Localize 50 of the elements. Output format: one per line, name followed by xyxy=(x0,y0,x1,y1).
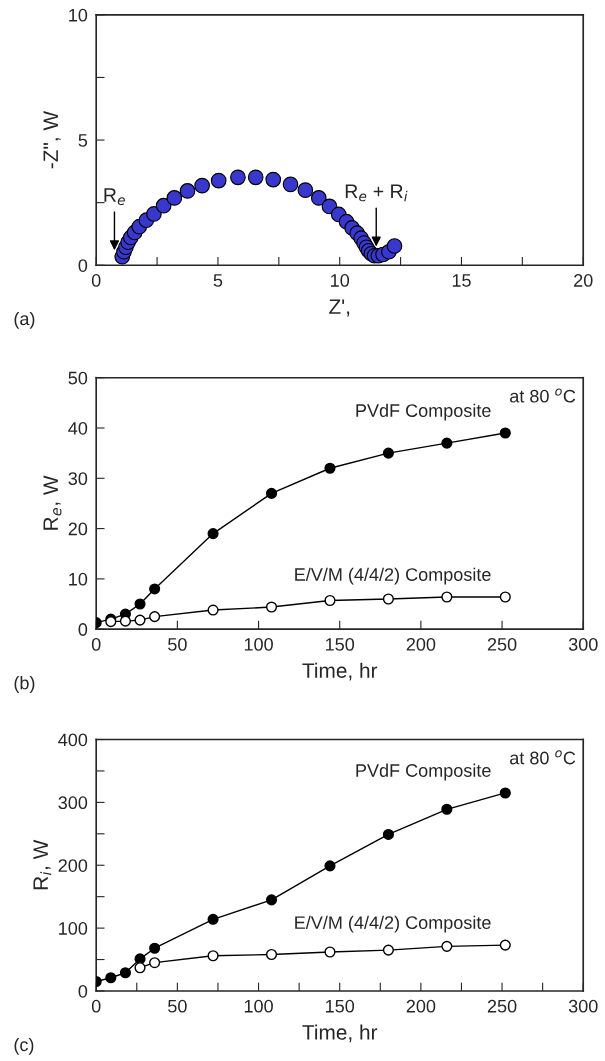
x-tick-label: 300 xyxy=(568,637,598,651)
x-tick-label: 5 xyxy=(213,274,223,287)
y-tick-label: 10 xyxy=(69,8,88,22)
y-tick-label: 400 xyxy=(58,733,88,747)
series-label: PVdF Composite xyxy=(356,763,491,781)
x-tick-label: 50 xyxy=(168,999,187,1013)
text: (b) xyxy=(14,676,35,693)
y-tick-label: 0 xyxy=(78,259,88,272)
y-tick-label: 100 xyxy=(59,922,88,935)
y-tick-label: 40 xyxy=(68,421,88,435)
text: (c) xyxy=(14,1037,34,1055)
x-axis-title: Z', xyxy=(329,299,350,317)
x-tick-label: 100 xyxy=(244,637,273,651)
y-tick-label: 20 xyxy=(68,522,88,536)
x-tick-label: 10 xyxy=(331,274,350,287)
x-tick-label: 0 xyxy=(91,999,101,1013)
y-tick-label: 0 xyxy=(78,984,88,998)
y-axis-title: R$_{e}$, W xyxy=(43,475,62,530)
annotation: at 80 $^{o}$C xyxy=(510,750,576,765)
annotation: R$_{e}$ xyxy=(104,188,125,206)
series-label: E/V/M (4/4/2) Composite xyxy=(295,915,491,933)
x-tick-label: 0 xyxy=(91,274,101,287)
y-tick-label: 300 xyxy=(58,796,88,810)
x-axis-title: Time, hr xyxy=(302,1024,378,1043)
x-tick-label: 200 xyxy=(406,637,436,651)
x-tick-label: 150 xyxy=(326,637,355,651)
x-tick-label: 100 xyxy=(244,999,273,1013)
x-tick-label: 300 xyxy=(568,999,598,1013)
x-tick-label: 250 xyxy=(487,637,517,651)
y-axis-title: R$_{i}$, W xyxy=(33,839,52,890)
text: (a) xyxy=(14,311,35,329)
x-tick-label: 150 xyxy=(326,999,355,1013)
x-tick-label: 200 xyxy=(406,999,436,1013)
x-tick-label: 20 xyxy=(574,274,593,287)
x-tick-label: 0 xyxy=(91,637,101,651)
y-tick-label: 30 xyxy=(68,472,88,486)
series-label: PVdF Composite xyxy=(356,403,491,421)
y-tick-label: 10 xyxy=(69,572,88,586)
x-tick-label: 50 xyxy=(168,637,187,651)
x-axis-title: Time, hr xyxy=(302,662,378,681)
x-tick-label: 15 xyxy=(452,274,471,287)
y-tick-label: 5 xyxy=(78,134,88,147)
annotation: at 80 $^{o}$C xyxy=(510,388,576,403)
y-axis-title: -Z", W xyxy=(43,110,61,169)
series-label: E/V/M (4/4/2) Composite xyxy=(295,567,491,585)
annotation: R$_{e}$ + R$_{i}$ xyxy=(345,184,408,202)
y-tick-label: 0 xyxy=(78,623,88,636)
x-tick-label: 250 xyxy=(487,999,517,1013)
y-tick-label: 200 xyxy=(58,859,88,872)
y-tick-label: 50 xyxy=(68,371,88,385)
